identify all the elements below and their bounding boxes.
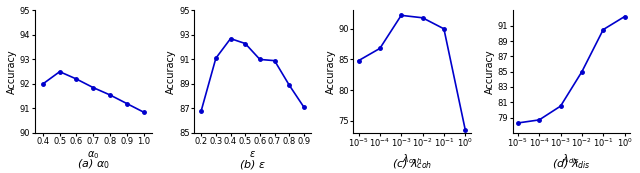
Text: (c) $\lambda_{coh}$: (c) $\lambda_{coh}$ <box>392 158 432 171</box>
Text: (b) $\epsilon$: (b) $\epsilon$ <box>239 158 266 171</box>
X-axis label: $\epsilon$: $\epsilon$ <box>249 149 256 159</box>
Y-axis label: Accuracy: Accuracy <box>326 49 335 94</box>
Y-axis label: Accuracy: Accuracy <box>485 49 495 94</box>
X-axis label: $\lambda_{dis}$: $\lambda_{dis}$ <box>563 152 580 166</box>
Y-axis label: Accuracy: Accuracy <box>7 49 17 94</box>
Text: (a) $\alpha_0$: (a) $\alpha_0$ <box>77 158 109 171</box>
Text: (d) $\lambda_{dis}$: (d) $\lambda_{dis}$ <box>552 158 591 171</box>
Y-axis label: Accuracy: Accuracy <box>166 49 176 94</box>
X-axis label: $\alpha_0$: $\alpha_0$ <box>87 149 99 161</box>
X-axis label: $\lambda_{coh}$: $\lambda_{coh}$ <box>402 152 422 166</box>
